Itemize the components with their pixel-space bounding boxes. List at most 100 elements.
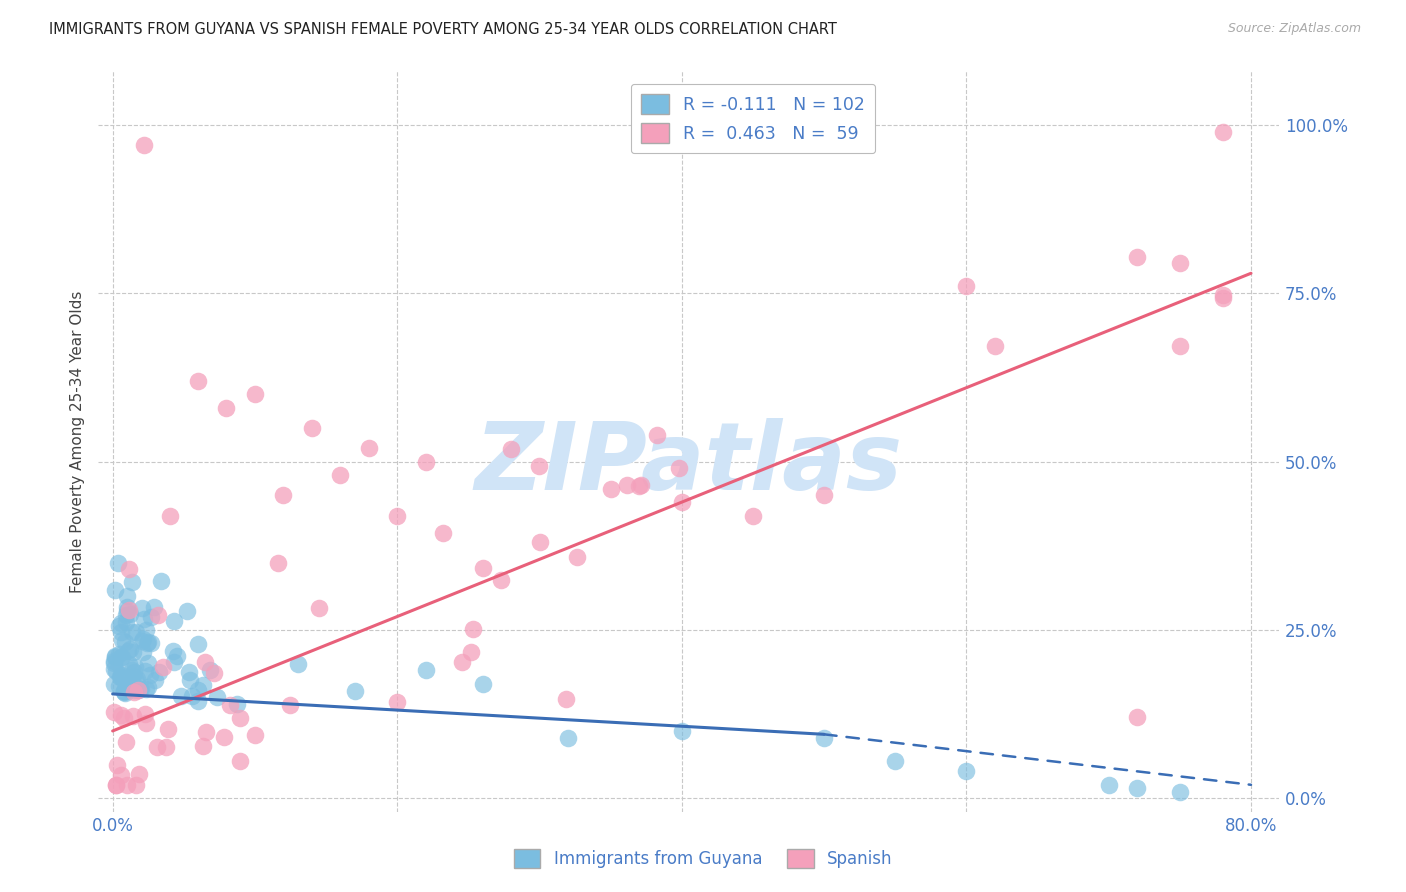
Point xyxy=(108,679,131,693)
Point xyxy=(163,615,186,629)
Point xyxy=(120,607,142,621)
Point xyxy=(630,477,652,491)
Point xyxy=(343,683,366,698)
Point xyxy=(176,604,198,618)
Point xyxy=(124,665,146,679)
Point xyxy=(131,600,153,615)
Point xyxy=(1126,710,1149,724)
Point xyxy=(567,550,589,565)
Point xyxy=(489,573,512,587)
Point xyxy=(111,650,134,665)
Point xyxy=(103,677,125,691)
Point xyxy=(105,778,128,792)
Point xyxy=(129,681,152,696)
Point xyxy=(132,138,155,153)
Point xyxy=(112,685,135,699)
Point xyxy=(118,603,141,617)
Point xyxy=(118,657,141,671)
Point xyxy=(124,674,146,689)
Point xyxy=(111,632,134,647)
Point xyxy=(112,711,135,725)
Point xyxy=(141,609,163,624)
Point xyxy=(668,461,690,475)
Point xyxy=(387,508,409,523)
Point xyxy=(114,684,136,698)
Point xyxy=(103,654,125,668)
Point xyxy=(110,707,132,722)
Point xyxy=(122,708,145,723)
Point xyxy=(103,662,125,676)
Point xyxy=(146,740,169,755)
Point xyxy=(124,685,146,699)
Point xyxy=(179,665,201,679)
Point xyxy=(136,635,159,649)
Point xyxy=(166,648,188,663)
Point xyxy=(135,682,157,697)
Point xyxy=(984,339,1007,353)
Point xyxy=(471,677,494,691)
Point xyxy=(110,615,132,630)
Point xyxy=(671,495,693,509)
Point xyxy=(124,778,146,792)
Point xyxy=(134,707,156,722)
Point xyxy=(118,681,141,696)
Point xyxy=(135,716,157,731)
Point xyxy=(122,683,145,698)
Point xyxy=(450,655,472,669)
Point xyxy=(163,655,186,669)
Point xyxy=(170,690,193,704)
Point xyxy=(114,686,136,700)
Point xyxy=(104,648,127,663)
Point xyxy=(135,623,157,637)
Point xyxy=(471,561,494,575)
Point xyxy=(128,767,150,781)
Point xyxy=(228,754,250,768)
Point xyxy=(127,683,149,698)
Point xyxy=(110,670,132,684)
Point xyxy=(104,778,127,792)
Point xyxy=(555,692,578,706)
Point xyxy=(194,725,217,739)
Point xyxy=(218,698,240,712)
Point xyxy=(136,680,159,694)
Point xyxy=(117,681,139,695)
Point xyxy=(385,695,408,709)
Point xyxy=(671,723,693,738)
Y-axis label: Female Poverty Among 25-34 Year Olds: Female Poverty Among 25-34 Year Olds xyxy=(69,291,84,592)
Point xyxy=(121,673,143,687)
Point xyxy=(115,599,138,614)
Point xyxy=(267,556,290,570)
Point xyxy=(273,488,295,502)
Text: Source: ZipAtlas.com: Source: ZipAtlas.com xyxy=(1227,22,1361,36)
Point xyxy=(136,656,159,670)
Point xyxy=(107,619,129,633)
Point xyxy=(103,583,125,598)
Point xyxy=(1212,288,1234,302)
Point xyxy=(149,574,172,589)
Point xyxy=(1168,256,1191,270)
Point xyxy=(110,768,132,782)
Point xyxy=(121,624,143,639)
Point xyxy=(187,374,209,388)
Point xyxy=(139,667,162,681)
Point xyxy=(287,657,309,671)
Point xyxy=(243,387,266,401)
Point xyxy=(627,479,650,493)
Point xyxy=(1126,781,1149,796)
Point xyxy=(193,678,215,692)
Point xyxy=(357,442,380,456)
Point xyxy=(499,442,522,456)
Point xyxy=(200,664,222,678)
Point xyxy=(118,680,141,694)
Point xyxy=(1126,250,1149,264)
Point xyxy=(329,468,352,483)
Point xyxy=(152,660,174,674)
Point xyxy=(125,625,148,640)
Point xyxy=(1212,291,1234,305)
Point xyxy=(529,535,551,549)
Point xyxy=(117,677,139,691)
Point xyxy=(114,735,136,749)
Point xyxy=(155,739,177,754)
Point xyxy=(162,644,184,658)
Point xyxy=(110,668,132,682)
